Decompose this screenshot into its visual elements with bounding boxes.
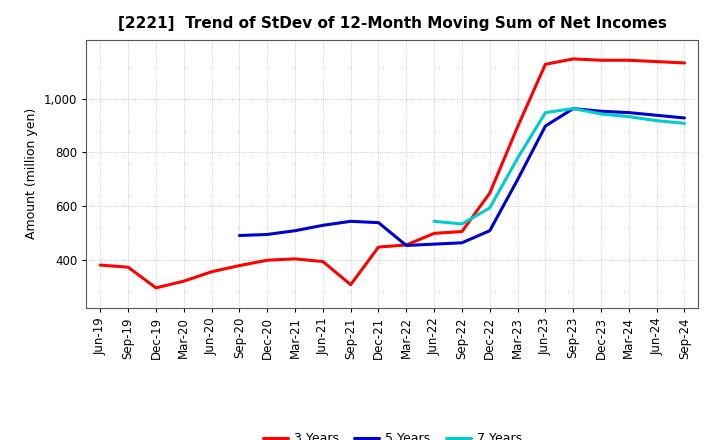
5 Years bbox=[458, 240, 467, 246]
3 Years bbox=[96, 262, 104, 268]
5 Years bbox=[291, 228, 300, 233]
7 Years bbox=[569, 106, 577, 111]
3 Years bbox=[402, 242, 410, 248]
3 Years bbox=[152, 285, 161, 290]
3 Years bbox=[458, 229, 467, 234]
3 Years bbox=[513, 124, 522, 129]
3 Years bbox=[263, 257, 271, 263]
5 Years bbox=[235, 233, 243, 238]
5 Years bbox=[318, 223, 327, 228]
3 Years bbox=[346, 282, 355, 287]
7 Years bbox=[624, 114, 633, 119]
3 Years bbox=[318, 259, 327, 264]
5 Years bbox=[569, 106, 577, 111]
3 Years bbox=[179, 279, 188, 284]
7 Years bbox=[430, 219, 438, 224]
7 Years bbox=[541, 110, 550, 115]
3 Years bbox=[680, 60, 689, 66]
5 Years bbox=[430, 242, 438, 247]
5 Years bbox=[541, 123, 550, 128]
Title: [2221]  Trend of StDev of 12-Month Moving Sum of Net Incomes: [2221] Trend of StDev of 12-Month Moving… bbox=[118, 16, 667, 32]
3 Years bbox=[541, 62, 550, 67]
3 Years bbox=[597, 58, 606, 63]
3 Years bbox=[374, 245, 383, 250]
7 Years bbox=[680, 121, 689, 126]
3 Years bbox=[624, 58, 633, 63]
5 Years bbox=[680, 115, 689, 121]
5 Years bbox=[485, 228, 494, 233]
3 Years bbox=[207, 269, 216, 275]
Line: 3 Years: 3 Years bbox=[100, 59, 685, 288]
5 Years bbox=[513, 177, 522, 182]
5 Years bbox=[652, 113, 661, 118]
5 Years bbox=[263, 232, 271, 237]
7 Years bbox=[485, 205, 494, 210]
5 Years bbox=[597, 109, 606, 114]
7 Years bbox=[458, 221, 467, 227]
Line: 7 Years: 7 Years bbox=[434, 109, 685, 224]
3 Years bbox=[124, 264, 132, 270]
3 Years bbox=[235, 263, 243, 268]
3 Years bbox=[291, 256, 300, 261]
7 Years bbox=[652, 118, 661, 123]
5 Years bbox=[374, 220, 383, 225]
5 Years bbox=[402, 243, 410, 248]
7 Years bbox=[597, 111, 606, 117]
3 Years bbox=[569, 56, 577, 62]
7 Years bbox=[513, 156, 522, 161]
Legend: 3 Years, 5 Years, 7 Years: 3 Years, 5 Years, 7 Years bbox=[258, 427, 527, 440]
5 Years bbox=[624, 110, 633, 115]
3 Years bbox=[430, 231, 438, 236]
5 Years bbox=[346, 219, 355, 224]
3 Years bbox=[652, 59, 661, 64]
3 Years bbox=[485, 191, 494, 196]
Y-axis label: Amount (million yen): Amount (million yen) bbox=[25, 108, 38, 239]
Line: 5 Years: 5 Years bbox=[239, 109, 685, 246]
